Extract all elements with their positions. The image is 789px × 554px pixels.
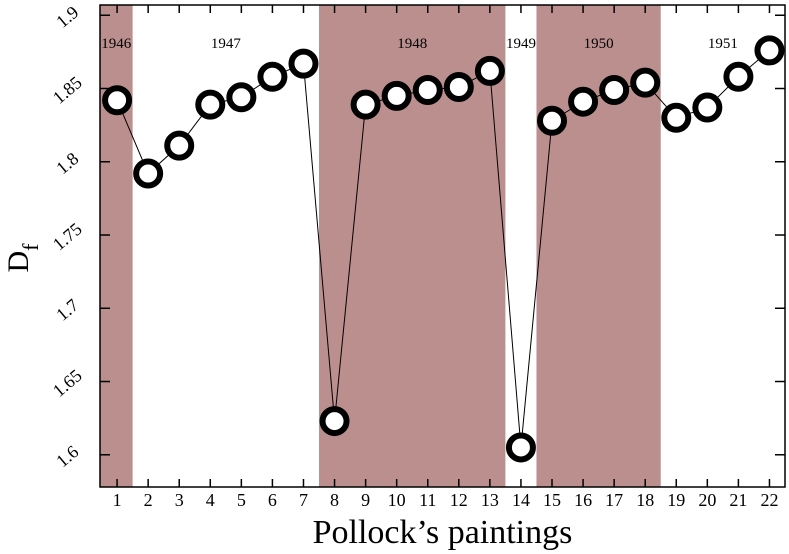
x-tick-label: 7: [299, 490, 308, 510]
x-tick-label: 14: [512, 490, 530, 510]
data-point: [723, 61, 754, 92]
data-point: [412, 74, 443, 105]
x-axis-label: Pollock’s paintings: [313, 514, 573, 551]
data-point: [102, 85, 133, 116]
x-tick-label: 5: [237, 490, 246, 510]
x-tick-label: 13: [481, 490, 499, 510]
period-label: 1948: [397, 36, 427, 52]
x-tick-label: 8: [330, 490, 339, 510]
y-axis-label-main: D: [2, 251, 35, 273]
y-tick-label: 1.6: [52, 441, 82, 471]
plot-frame: [99, 4, 786, 488]
data-point: [288, 48, 319, 79]
x-tick-label: 11: [419, 490, 436, 510]
period-label: 1946: [101, 36, 132, 52]
data-point: [568, 86, 599, 117]
data-point: [474, 55, 505, 86]
y-tick-label: 1.75: [49, 219, 86, 255]
period-band: [100, 5, 133, 487]
data-point: [630, 67, 661, 98]
data-point: [257, 61, 288, 92]
x-tick-label: 15: [543, 490, 561, 510]
data-point: [692, 92, 723, 123]
y-tick-label: 1.7: [52, 295, 82, 325]
y-axis-label-subscript: f: [18, 243, 43, 251]
period-label: 1950: [584, 36, 614, 52]
x-tick-label: 17: [605, 490, 623, 510]
data-point: [537, 105, 568, 136]
x-tick-label: 4: [206, 490, 215, 510]
data-point: [350, 89, 381, 120]
x-tick-label: 21: [729, 490, 747, 510]
data-point: [133, 158, 164, 189]
data-point: [226, 82, 257, 113]
period-label: 1947: [211, 36, 242, 52]
y-tick-label: 1.65: [49, 365, 86, 401]
data-point: [195, 89, 226, 120]
period-band: [319, 5, 506, 487]
data-point: [754, 35, 785, 66]
x-tick-label: 9: [361, 490, 370, 510]
x-tick-label: 12: [450, 490, 468, 510]
x-tick-label: 3: [175, 490, 184, 510]
y-tick-label: 1.9: [52, 2, 82, 32]
data-point: [661, 102, 692, 133]
y-tick-label: 1.85: [49, 72, 86, 108]
data-point: [381, 80, 412, 111]
x-tick-label: 18: [636, 490, 654, 510]
x-tick-label: 19: [667, 490, 685, 510]
y-axis-label: Df: [2, 243, 43, 273]
x-tick-label: 6: [268, 490, 277, 510]
data-point: [505, 432, 536, 463]
y-tick-label: 1.8: [52, 148, 82, 178]
data-point: [599, 74, 630, 105]
data-point: [164, 130, 195, 161]
data-point: [443, 72, 474, 103]
x-tick-label: 20: [698, 490, 716, 510]
x-tick-label: 1: [113, 490, 122, 510]
series-line: [116, 50, 770, 448]
period-label: 1951: [708, 36, 738, 52]
x-tick-label: 22: [760, 490, 778, 510]
x-tick-label: 10: [388, 490, 406, 510]
data-point: [319, 406, 350, 437]
x-tick-label: 2: [144, 490, 153, 510]
x-tick-label: 16: [574, 490, 592, 510]
period-label: 1949: [506, 36, 536, 52]
